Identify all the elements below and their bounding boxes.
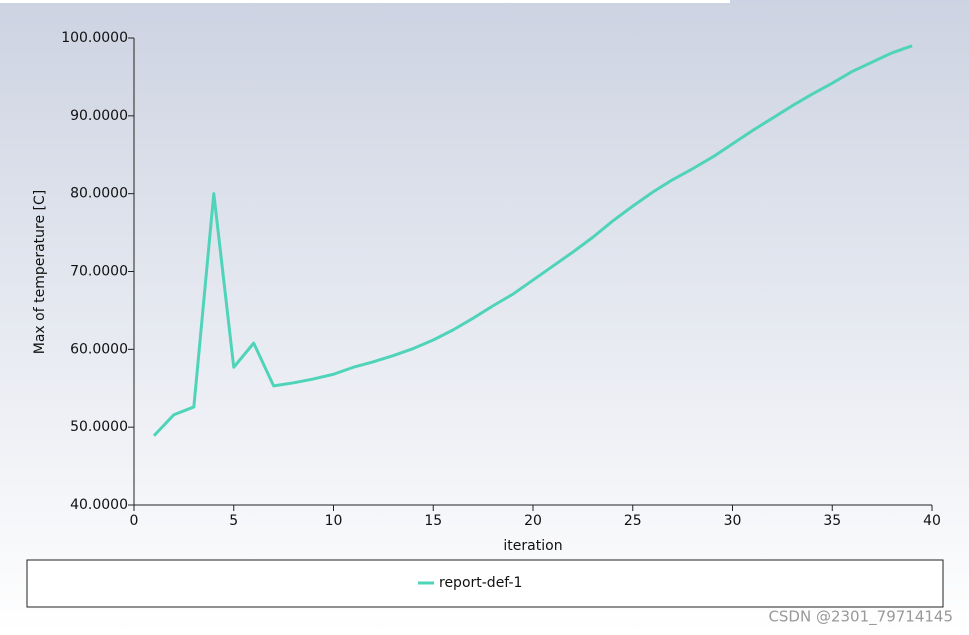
x-tick-label: 40 xyxy=(923,513,941,529)
series-line xyxy=(152,44,913,437)
x-tick-label: 35 xyxy=(823,513,841,529)
x-tick-label: 10 xyxy=(325,513,343,529)
y-tick-label: 50.0000 xyxy=(70,419,128,435)
legend xyxy=(26,559,944,608)
y-tick-label: 100.0000 xyxy=(61,30,128,46)
x-tick-label: 30 xyxy=(724,513,742,529)
y-tick-label: 70.0000 xyxy=(70,264,128,280)
x-tick-label: 20 xyxy=(524,513,542,529)
top-strip xyxy=(0,0,730,3)
watermark: CSDN @2301_79714145 xyxy=(768,608,953,627)
x-tick-label: 5 xyxy=(229,513,238,529)
x-tick-label: 0 xyxy=(130,513,139,529)
y-tick-label: 40.0000 xyxy=(70,497,128,513)
legend-label: report-def-1 xyxy=(439,575,522,591)
y-axis-label: Max of temperature [C] xyxy=(32,190,48,355)
y-tick-label: 60.0000 xyxy=(70,341,128,357)
x-tick-label: 15 xyxy=(424,513,442,529)
x-axis-label: iteration xyxy=(503,538,562,554)
x-tick-label: 25 xyxy=(624,513,642,529)
y-tick-label: 80.0000 xyxy=(70,186,128,202)
y-tick-label: 90.0000 xyxy=(70,108,128,124)
